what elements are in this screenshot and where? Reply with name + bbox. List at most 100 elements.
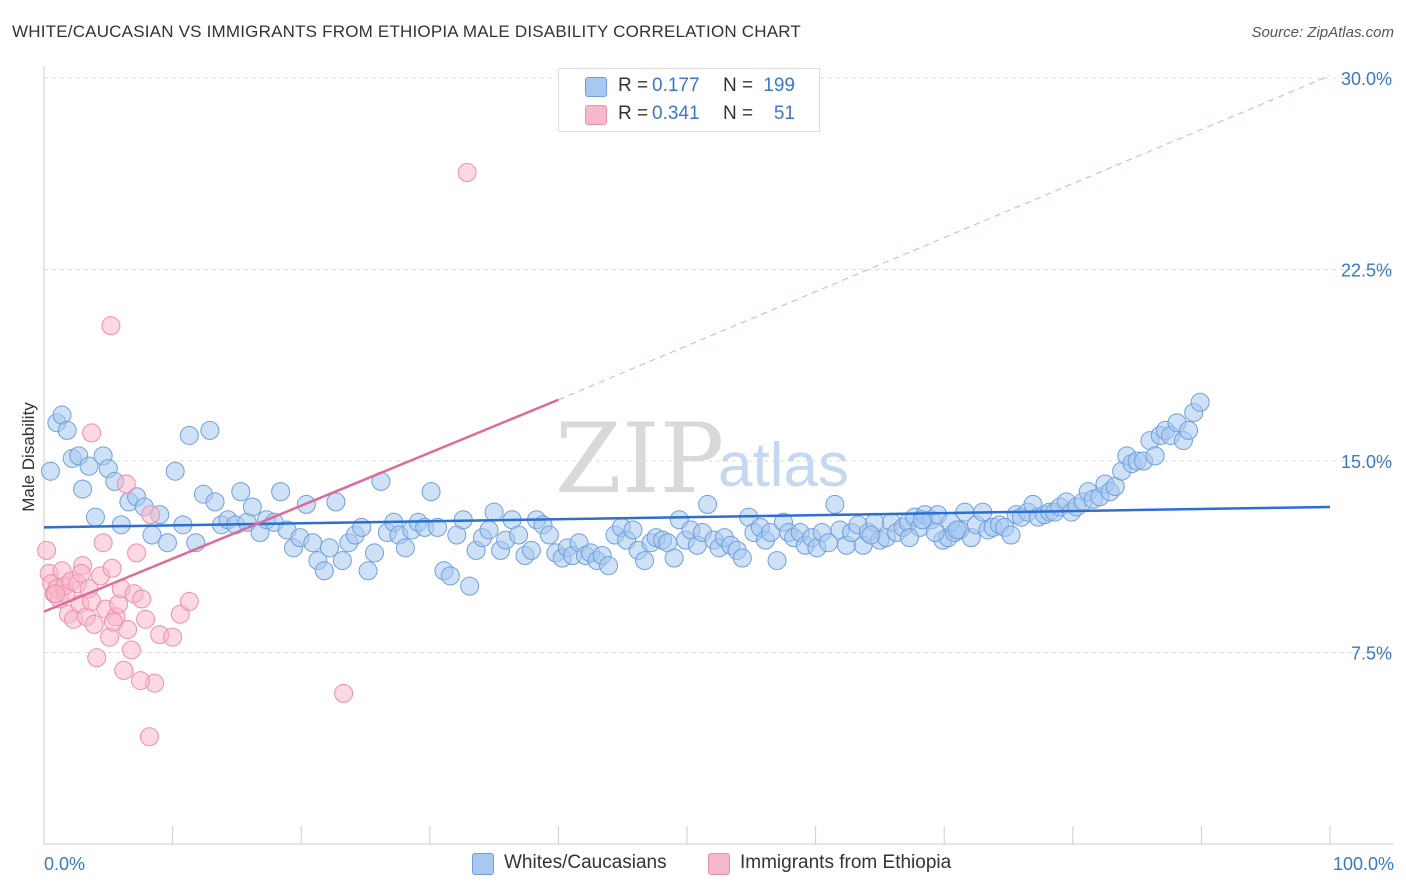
legend: R = 0.177 N = 199 R = 0.341 N = 51 bbox=[558, 68, 820, 132]
legend-r-value: 0.341 bbox=[652, 103, 700, 124]
ethiopia-point bbox=[93, 533, 113, 553]
x-tick-min: 0.0% bbox=[44, 854, 85, 874]
whites-point bbox=[1145, 446, 1165, 466]
whites-point bbox=[899, 528, 919, 548]
whites-point bbox=[271, 482, 291, 502]
whites-point bbox=[85, 507, 105, 527]
whites-point bbox=[231, 482, 251, 502]
watermark-zip: ZIP bbox=[555, 403, 724, 515]
whites-point bbox=[947, 520, 967, 540]
whites-point bbox=[521, 540, 541, 560]
whites-point bbox=[925, 522, 945, 542]
whites-point bbox=[767, 551, 787, 571]
legend-n-value: 199 bbox=[763, 75, 795, 96]
ethiopia-point bbox=[127, 543, 147, 563]
ethiopia-trend-line bbox=[43, 398, 559, 613]
legend-r-value: 0.177 bbox=[652, 75, 700, 96]
ethiopia-point bbox=[457, 162, 477, 182]
ethiopia-point bbox=[114, 660, 134, 680]
whites-point bbox=[599, 556, 619, 576]
legend-swatch-whites bbox=[585, 77, 607, 97]
bottom-legend-swatch-ethiopia bbox=[708, 853, 730, 875]
ethiopia-point bbox=[136, 609, 156, 629]
y-tick-label: 7.5% bbox=[1351, 644, 1392, 664]
ethiopia-point bbox=[132, 589, 152, 609]
bottom-legend-label-ethiopia: Immigrants from Ethiopia bbox=[740, 852, 952, 873]
source-label: Source: ZipAtlas.com bbox=[1251, 24, 1394, 41]
whites-point bbox=[479, 520, 499, 540]
y-tick-label: 30.0% bbox=[1341, 69, 1392, 89]
bottom-legend-swatch-whites bbox=[472, 853, 494, 875]
whites-point bbox=[79, 456, 99, 476]
whites-point bbox=[635, 551, 655, 571]
ethiopia-point bbox=[121, 640, 141, 660]
ethiopia-point bbox=[141, 505, 161, 525]
axes bbox=[43, 66, 1394, 845]
whites-point bbox=[460, 576, 480, 596]
whites-point bbox=[1190, 392, 1210, 412]
bottom-legend-label-whites: Whites/Caucasians bbox=[504, 852, 667, 873]
whites-point bbox=[440, 566, 460, 586]
ethiopia-point bbox=[334, 683, 354, 703]
whites-point bbox=[912, 510, 932, 530]
legend-r-label: R = bbox=[618, 103, 649, 124]
ethiopia-point bbox=[84, 614, 104, 634]
y-tick-label: 22.5% bbox=[1341, 261, 1392, 281]
whites-point bbox=[539, 525, 559, 545]
x-tick-max: 100.0% bbox=[1333, 854, 1394, 874]
ethiopia-trend-extension bbox=[558, 74, 1331, 401]
watermark-atlas: atlas bbox=[718, 431, 849, 500]
legend-n-value: 51 bbox=[773, 103, 795, 124]
whites-point bbox=[314, 561, 334, 581]
ethiopia-point bbox=[139, 727, 159, 747]
legend-row-ethiopia: R = 0.341 N = 51 bbox=[559, 101, 819, 129]
whites-point bbox=[57, 420, 77, 440]
whites-point bbox=[165, 461, 185, 481]
whites-point bbox=[365, 543, 385, 563]
whites-point bbox=[179, 425, 199, 445]
whites-point bbox=[332, 551, 352, 571]
whites-point bbox=[242, 497, 262, 517]
chart-title: WHITE/CAUCASIAN VS IMMIGRANTS FROM ETHIO… bbox=[12, 22, 802, 41]
ethiopia-point bbox=[101, 316, 121, 336]
legend-n-label: N = bbox=[723, 75, 754, 96]
ethiopia-point bbox=[71, 563, 91, 583]
whites-point bbox=[157, 533, 177, 553]
whites-point bbox=[395, 538, 415, 558]
y-axis-label: Male Disability bbox=[19, 402, 38, 512]
legend-r-label: R = bbox=[618, 75, 649, 96]
whites-point bbox=[421, 482, 441, 502]
whites-point bbox=[428, 517, 448, 537]
ethiopia-point bbox=[163, 627, 183, 647]
whites-point bbox=[205, 492, 225, 512]
ethiopia-point bbox=[116, 474, 136, 494]
whites-point bbox=[200, 420, 220, 440]
ethiopia-point bbox=[130, 671, 150, 691]
whites-point bbox=[861, 525, 881, 545]
whites-point bbox=[1179, 420, 1199, 440]
whites-point bbox=[358, 561, 378, 581]
legend-swatch-ethiopia bbox=[585, 105, 607, 125]
trend-lines bbox=[43, 74, 1331, 613]
legend-n-label: N = bbox=[723, 103, 754, 124]
ethiopia-point bbox=[82, 423, 102, 443]
whites-point bbox=[73, 479, 93, 499]
whites-point bbox=[509, 525, 529, 545]
whites-point bbox=[319, 538, 339, 558]
whites-point bbox=[825, 494, 845, 514]
series-ethiopia-points bbox=[37, 162, 477, 747]
whites-point bbox=[732, 548, 752, 568]
y-tick-label: 15.0% bbox=[1341, 452, 1392, 472]
grid bbox=[44, 77, 1394, 653]
whites-point bbox=[1001, 525, 1021, 545]
whites-point bbox=[484, 502, 504, 522]
ethiopia-point bbox=[87, 648, 107, 668]
y-tick-labels: 7.5% 15.0% 22.5% 30.0% bbox=[1341, 69, 1392, 664]
whites-point bbox=[326, 492, 346, 512]
ethiopia-point bbox=[179, 591, 199, 611]
ethiopia-point bbox=[103, 612, 123, 632]
legend-row-whites: R = 0.177 N = 199 bbox=[559, 73, 819, 101]
ethiopia-point bbox=[102, 558, 122, 578]
whites-point bbox=[40, 461, 60, 481]
